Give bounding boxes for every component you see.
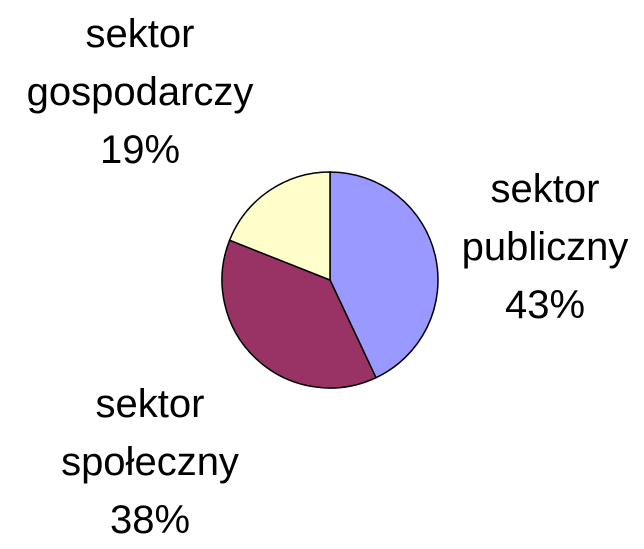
pie-slice (221, 239, 377, 389)
category-label: sektor społeczny (61, 382, 239, 484)
category-label: sektor publiczny (461, 167, 629, 269)
slice-label: sektor gospodarczy 19% (27, 5, 254, 179)
slice-label: sektor społeczny 38% (61, 375, 239, 549)
value-label: 19% (99, 128, 181, 172)
value-label: 38% (109, 498, 191, 542)
slice-label: sektor publiczny 43% (462, 160, 629, 334)
pie-area (221, 171, 439, 389)
chart: sektor publiczny 43% sektor społeczny 38% se… (27, 5, 629, 542)
pie-slice (329, 171, 439, 379)
category-label: sektor gospodarczy (26, 12, 254, 114)
pie-slice (228, 171, 331, 282)
value-label: 43% (504, 283, 586, 327)
